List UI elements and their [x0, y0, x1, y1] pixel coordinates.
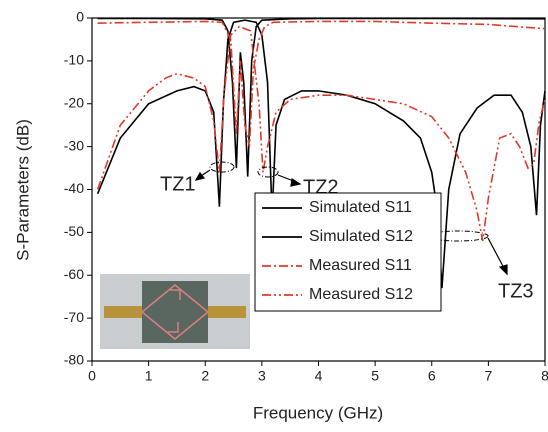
x-tick-label: 5 — [371, 368, 379, 384]
y-axis-label: S-Parameters (dB) — [13, 119, 32, 261]
annotation: TZ3 — [498, 280, 534, 302]
x-tick-label: 8 — [541, 368, 548, 384]
series-line — [97, 20, 546, 147]
y-tick-label: 0 — [76, 9, 84, 25]
x-tick-label: 7 — [484, 368, 492, 384]
x-tick-label: 3 — [258, 368, 266, 384]
legend-box — [254, 192, 442, 312]
x-tick-label: 6 — [428, 368, 436, 384]
legend-label: Simulated S11 — [309, 199, 412, 216]
legend-label: Simulated S12 — [309, 228, 413, 245]
x-tick-label: 4 — [315, 368, 323, 384]
y-tick-label: -60 — [64, 266, 84, 282]
plot-area — [87, 17, 546, 366]
annotation: TZ1 — [160, 173, 196, 195]
x-axis-label: Frequency (GHz) — [253, 403, 383, 422]
legend: Simulated S11 Simulated S12 Measured S11 Me… — [254, 192, 442, 312]
series-line — [96, 19, 546, 289]
x-tick-label: 1 — [145, 368, 153, 384]
y-tick-label: -50 — [64, 223, 84, 239]
y-tick-label: -80 — [64, 352, 84, 368]
series-line — [96, 25, 546, 242]
tz-arrows — [194, 169, 508, 276]
inset-photo — [100, 274, 250, 349]
y-tick-label: -30 — [64, 137, 84, 153]
legend-label: Measured S11 — [309, 257, 412, 274]
series-line — [97, 17, 546, 177]
y-tick-label: -10 — [64, 52, 84, 68]
y-tick-label: -20 — [64, 94, 84, 110]
legend-label: Measured S12 — [309, 286, 413, 303]
y-tick-label: -70 — [64, 309, 84, 325]
x-tick-label: 0 — [88, 368, 96, 384]
y-tick-label: -40 — [64, 180, 84, 196]
x-tick-label: 2 — [201, 368, 209, 384]
